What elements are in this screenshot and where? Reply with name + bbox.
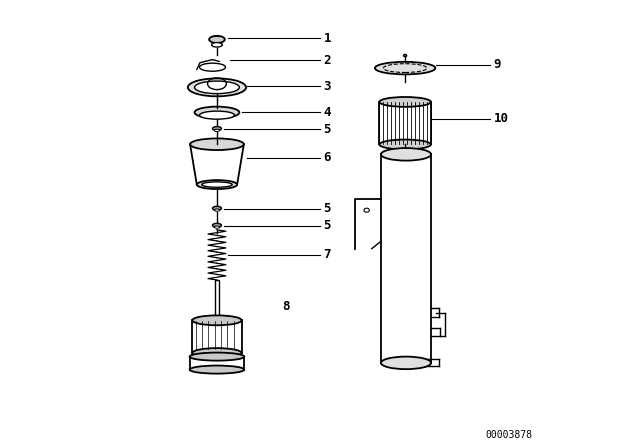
Text: 1: 1 [324,31,331,45]
Text: 9: 9 [494,58,501,71]
Ellipse shape [195,81,239,94]
Ellipse shape [189,353,244,361]
Text: 10: 10 [494,112,509,125]
Ellipse shape [195,107,239,118]
Ellipse shape [209,36,225,43]
Ellipse shape [214,129,220,132]
Ellipse shape [381,148,431,161]
Ellipse shape [193,315,242,325]
Text: 7: 7 [324,248,331,262]
Ellipse shape [202,182,232,187]
Ellipse shape [189,366,244,374]
Ellipse shape [380,140,431,150]
Text: 5: 5 [324,122,331,136]
Text: 5: 5 [324,219,331,233]
Text: 00003878: 00003878 [486,430,533,439]
Text: 3: 3 [324,80,331,93]
Ellipse shape [212,43,222,47]
Ellipse shape [212,127,221,131]
Text: 5: 5 [324,202,331,215]
Ellipse shape [404,55,406,57]
Ellipse shape [381,357,431,369]
Ellipse shape [190,138,244,150]
Ellipse shape [188,78,246,96]
Ellipse shape [214,226,220,228]
Ellipse shape [193,348,242,358]
Ellipse shape [214,209,220,211]
Ellipse shape [375,62,435,74]
Text: 6: 6 [324,151,331,164]
Ellipse shape [200,111,234,119]
Ellipse shape [197,180,237,189]
Text: 2: 2 [324,54,331,67]
Text: 8: 8 [282,300,289,314]
Ellipse shape [212,206,221,211]
Ellipse shape [212,224,221,228]
Text: 4: 4 [324,106,331,119]
Ellipse shape [380,97,431,107]
FancyBboxPatch shape [216,280,218,316]
